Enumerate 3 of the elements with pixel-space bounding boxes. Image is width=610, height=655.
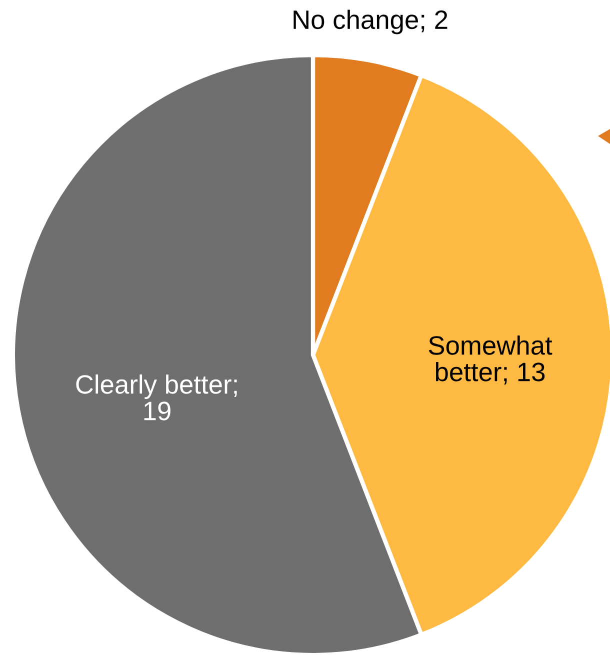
slice-label: Somewhat better; 13 [428, 335, 552, 384]
slice-label: No change; 2 [294, 10, 448, 34]
slice-label: Clearly better; 19 [76, 374, 237, 420]
